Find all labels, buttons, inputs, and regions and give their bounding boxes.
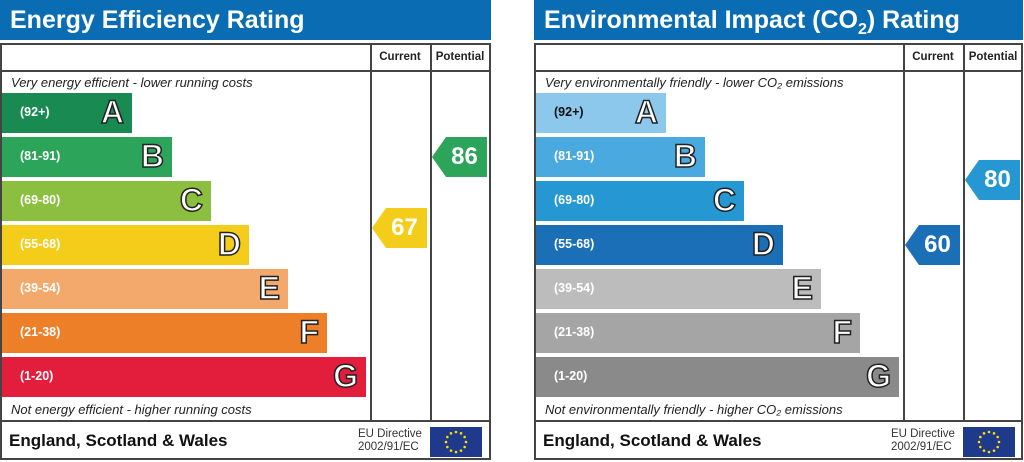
band-range: (1-20) <box>554 369 588 383</box>
band-letter: G <box>865 357 891 395</box>
eu-directive-line2: 2002/91/EC <box>358 441 419 453</box>
rating-band-g: (1-20) G <box>2 357 366 397</box>
rating-band-a: (92+) A <box>2 93 132 133</box>
current-rating-value: 67 <box>391 214 418 241</box>
energy-efficiency-panel: Energy Efficiency Rating Current Potenti… <box>0 0 491 460</box>
band-range: (39-54) <box>20 281 61 295</box>
rating-table: Current Potential Very energy efficient … <box>0 43 491 460</box>
eu-directive-line2: 2002/91/EC <box>891 441 952 453</box>
band-letter: E <box>258 269 281 307</box>
eu-directive-label: EU Directive 2002/91/EC <box>358 428 422 454</box>
band-letter: A <box>634 93 659 131</box>
current-rating-arrow: 60 <box>905 225 960 265</box>
environmental-impact-panel: Environmental Impact (CO2) Rating Curren… <box>534 0 1023 460</box>
rating-band-a: (92+) A <box>536 93 666 133</box>
potential-rating-arrow: 86 <box>432 137 487 177</box>
band-range: (81-91) <box>554 149 595 163</box>
rating-band-b: (81-91) B <box>536 137 705 177</box>
band-range: (69-80) <box>20 193 61 207</box>
rating-band-c: (69-80) C <box>2 181 211 221</box>
bottom-caption: Not environmentally friendly - higher CO… <box>545 402 843 417</box>
current-rating-value: 60 <box>924 231 951 258</box>
eu-directive-line1: EU Directive <box>358 428 422 440</box>
title-subscript: 2 <box>857 21 867 38</box>
band-range: (39-54) <box>554 281 595 295</box>
eu-directive-line1: EU Directive <box>891 428 955 440</box>
column-header-potential: Potential <box>968 51 1018 63</box>
band-letter: F <box>832 313 853 351</box>
title-text: Environmental Impact (CO <box>544 6 858 34</box>
band-range: (1-20) <box>20 369 54 383</box>
top-caption: Very environmentally friendly - lower CO… <box>545 75 844 90</box>
panel-title: Environmental Impact (CO2) Rating <box>534 0 1023 40</box>
column-header-current: Current <box>379 51 421 63</box>
top-caption: Very energy efficient - lower running co… <box>11 75 253 90</box>
band-range: (69-80) <box>554 193 595 207</box>
rating-band-g: (1-20) G <box>536 357 899 397</box>
band-range: (21-38) <box>554 325 595 339</box>
eu-flag-icon <box>963 427 1015 457</box>
eu-directive-label: EU Directive 2002/91/EC <box>891 428 955 454</box>
region-label: England, Scotland & Wales <box>9 431 228 450</box>
band-letter: D <box>751 225 776 263</box>
current-rating-arrow: 67 <box>372 208 427 248</box>
panel-title: Energy Efficiency Rating <box>0 0 491 40</box>
title-text: ) Rating <box>866 6 960 34</box>
potential-rating-value: 80 <box>984 166 1011 193</box>
potential-rating-value: 86 <box>451 143 478 170</box>
rating-table: Current Potential Very environmentally f… <box>534 43 1023 460</box>
bottom-caption: Not energy efficient - higher running co… <box>11 402 252 417</box>
band-letter: D <box>217 225 242 263</box>
band-letter: E <box>791 269 814 307</box>
band-letter: B <box>140 137 165 175</box>
band-letter: B <box>673 137 698 175</box>
band-range: (92+) <box>554 105 584 119</box>
band-range: (81-91) <box>20 149 61 163</box>
band-letter: C <box>712 181 737 219</box>
region-label: England, Scotland & Wales <box>543 431 762 450</box>
rating-band-d: (55-68) D <box>536 225 783 265</box>
band-letter: C <box>179 181 204 219</box>
band-letter: F <box>299 313 320 351</box>
rating-band-d: (55-68) D <box>2 225 249 265</box>
rating-band-c: (69-80) C <box>536 181 744 221</box>
rating-band-f: (21-38) F <box>536 313 860 353</box>
rating-band-b: (81-91) B <box>2 137 172 177</box>
rating-band-e: (39-54) E <box>536 269 821 309</box>
column-header-current: Current <box>912 51 954 63</box>
potential-rating-arrow: 80 <box>965 160 1020 200</box>
band-letter: G <box>332 357 358 395</box>
band-letter: A <box>100 93 125 131</box>
band-range: (21-38) <box>20 325 61 339</box>
band-range: (55-68) <box>554 237 595 251</box>
band-range: (92+) <box>20 105 50 119</box>
eu-flag-icon <box>430 427 482 457</box>
rating-band-f: (21-38) F <box>2 313 327 353</box>
rating-band-e: (39-54) E <box>2 269 288 309</box>
band-range: (55-68) <box>20 237 61 251</box>
column-header-potential: Potential <box>435 51 485 63</box>
